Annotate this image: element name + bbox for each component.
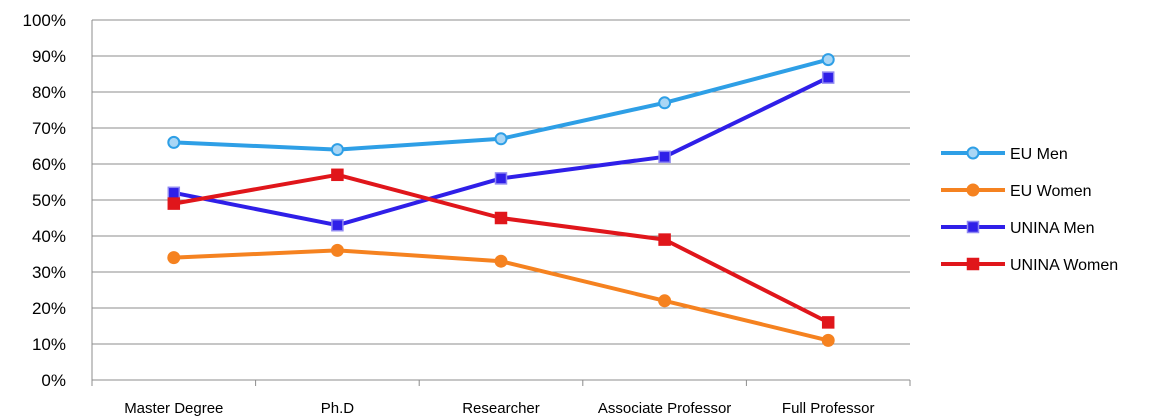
y-tick-label: 10% <box>32 335 66 354</box>
x-tick-label: Master Degree <box>124 400 223 417</box>
data-point-eu-men <box>330 143 344 157</box>
x-tick-label: Ph.D <box>321 400 355 417</box>
data-point-unina-women <box>658 233 671 246</box>
data-point-eu-women <box>494 254 508 268</box>
y-tick-label: 40% <box>32 227 66 246</box>
legend-swatch-marker <box>966 146 980 160</box>
series-unina-men <box>167 71 835 232</box>
series-line-unina-men <box>173 75 830 228</box>
data-point-eu-women <box>167 251 181 265</box>
legend-item-unina-women: UNINA Women <box>941 257 1118 274</box>
y-tick-label: 70% <box>32 119 66 138</box>
y-axis-ticks: 0% 10% 20% 30% 40% 50% 60% 70% 80% 90% 100% <box>23 11 66 390</box>
legend-item-eu-women: EU Women <box>941 183 1092 200</box>
data-point-eu-men <box>821 53 835 67</box>
data-point-eu-women <box>330 243 344 257</box>
y-tick-label: 20% <box>32 299 66 318</box>
series-lines <box>167 53 835 347</box>
data-point-eu-women <box>821 333 835 347</box>
y-tick-label: 80% <box>32 83 66 102</box>
legend-label: UNINA Women <box>1010 257 1118 274</box>
y-tick-label: 90% <box>32 47 66 66</box>
data-point-unina-women <box>821 316 835 329</box>
legend-label: UNINA Men <box>1010 220 1094 237</box>
y-tick-label: 30% <box>32 263 66 282</box>
x-tick-label: Associate Professor <box>598 400 731 417</box>
y-tick-label: 50% <box>32 191 66 210</box>
data-point-eu-women <box>658 294 672 308</box>
series-eu-women <box>167 243 835 347</box>
data-point-unina-men <box>494 172 508 185</box>
data-point-unina-women <box>167 197 181 210</box>
legend-label: EU Men <box>1010 146 1068 163</box>
series-eu-men <box>167 53 835 157</box>
y-tick-label: 60% <box>32 155 66 174</box>
x-tick-label: Full Professor <box>782 400 875 417</box>
y-tick-label: 0% <box>41 371 66 390</box>
data-point-unina-women <box>494 211 508 225</box>
data-point-unina-men <box>658 150 671 164</box>
x-tick-label: Researcher <box>462 400 540 417</box>
legend-swatch-marker <box>966 220 980 234</box>
legend-swatch-marker <box>966 257 980 271</box>
data-point-unina-women <box>331 168 344 182</box>
legend-swatch-marker <box>966 183 980 197</box>
y-tick-label: 100% <box>23 11 66 30</box>
legend: EU Men EU Women UNINA Men UNINA Women <box>941 146 1118 274</box>
legend-item-unina-men: UNINA Men <box>941 220 1094 237</box>
data-point-unina-men <box>331 218 344 232</box>
data-point-unina-men <box>167 186 181 200</box>
legend-item-eu-men: EU Men <box>941 146 1068 163</box>
series-unina-women <box>167 168 835 329</box>
series-line-unina-women <box>173 172 830 325</box>
data-point-eu-men <box>658 96 672 110</box>
x-axis: Master Degree Ph.D Researcher Associate Pro… <box>91 20 911 417</box>
gridlines <box>92 19 910 345</box>
data-point-eu-men <box>494 132 508 146</box>
data-point-unina-men <box>821 71 835 84</box>
legend-label: EU Women <box>1010 183 1092 200</box>
data-point-eu-men <box>167 135 181 149</box>
